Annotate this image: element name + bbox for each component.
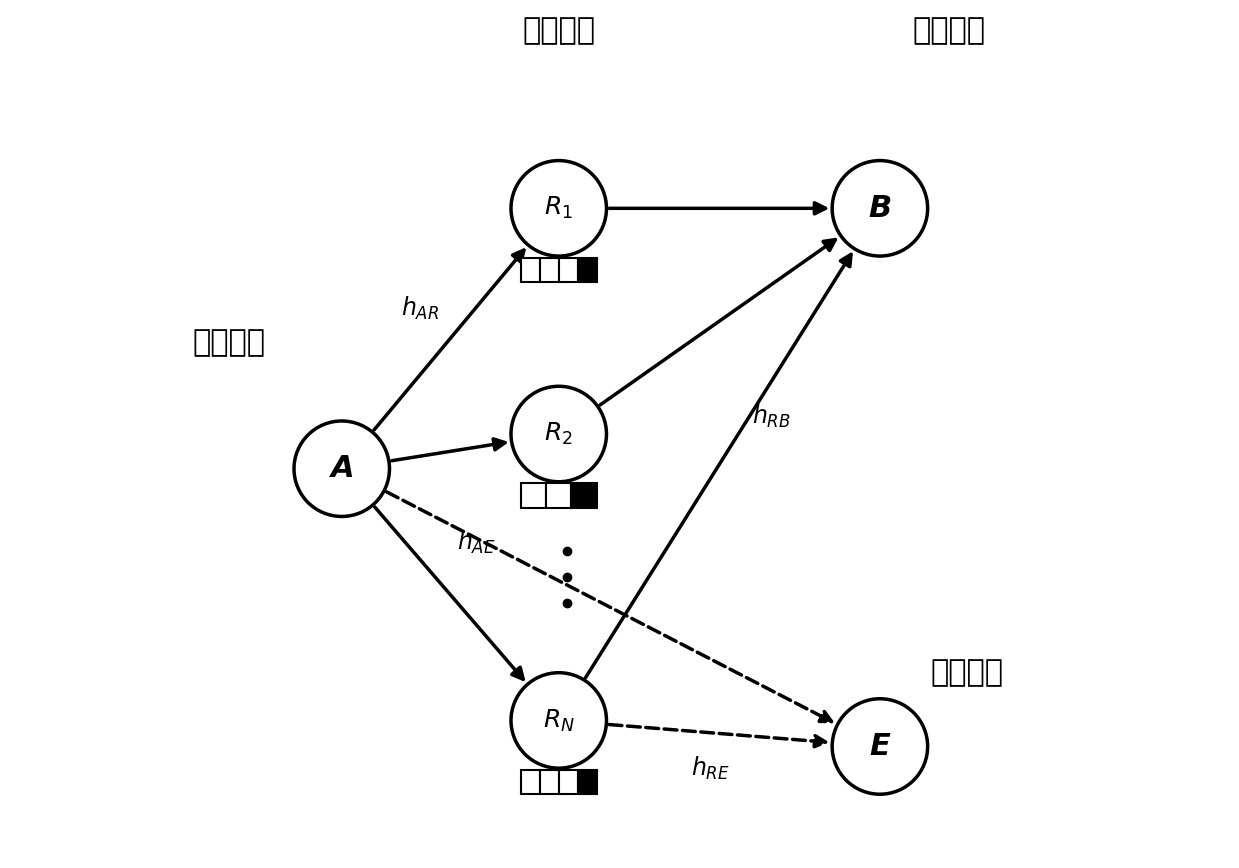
Bar <box>571 483 597 508</box>
Text: $h_{AR}$: $h_{AR}$ <box>400 294 439 322</box>
Text: $\boldsymbol{A}$: $\boldsymbol{A}$ <box>330 454 354 483</box>
Circle shape <box>510 386 606 482</box>
Circle shape <box>510 161 606 256</box>
Text: $h_{RB}$: $h_{RB}$ <box>752 403 790 431</box>
Text: $\boldsymbol{E}$: $\boldsymbol{E}$ <box>869 732 891 761</box>
Bar <box>540 770 559 794</box>
Text: $h_{RE}$: $h_{RE}$ <box>691 754 730 782</box>
Circle shape <box>294 421 389 516</box>
Bar <box>559 770 577 794</box>
Text: $h_{AE}$: $h_{AE}$ <box>457 529 496 556</box>
Bar <box>577 258 597 282</box>
Circle shape <box>833 161 928 256</box>
Circle shape <box>510 673 606 768</box>
Text: $R_1$: $R_1$ <box>544 195 574 221</box>
Bar <box>577 770 597 794</box>
Text: $R_2$: $R_2$ <box>544 421 574 447</box>
Bar <box>520 258 540 282</box>
Bar <box>540 258 559 282</box>
Text: 发送结点: 发送结点 <box>192 328 265 358</box>
Text: $R_N$: $R_N$ <box>543 707 575 733</box>
Bar <box>546 483 571 508</box>
Bar <box>520 770 540 794</box>
Text: 接收结点: 接收结点 <box>913 16 986 45</box>
Text: 中继结点: 中继结点 <box>523 16 595 45</box>
Circle shape <box>833 699 928 794</box>
Bar <box>520 483 546 508</box>
Text: $\boldsymbol{B}$: $\boldsymbol{B}$ <box>869 194 892 223</box>
Text: 窃听结点: 窃听结点 <box>930 658 1004 687</box>
Bar <box>559 258 577 282</box>
